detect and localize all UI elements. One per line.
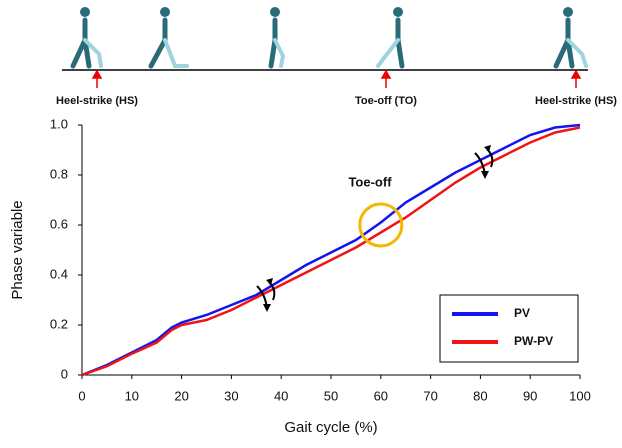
legend-label: PW-PV: [514, 334, 553, 348]
y-tick-label: 0: [61, 366, 68, 381]
y-tick-label: 0.2: [50, 316, 68, 331]
y-tick-label: 0.4: [50, 266, 68, 281]
gait-event: Toe-off (TO): [355, 95, 417, 107]
y-tick-label: 0.6: [50, 216, 68, 231]
x-tick-label: 0: [78, 388, 85, 403]
x-tick-label: 50: [324, 388, 338, 403]
x-tick-label: 10: [125, 388, 139, 403]
x-tick-label: 20: [174, 388, 188, 403]
y-axis-label: Phase variable: [9, 200, 26, 299]
gait-figures: [62, 7, 588, 88]
rotation-arrow-head: [481, 145, 491, 179]
y-tick-label: 1.0: [50, 116, 68, 131]
annotation: Toe-off: [348, 174, 392, 189]
series-line: [81, 123, 581, 377]
gait-event: Heel-strike (HS): [56, 95, 138, 107]
x-axis-label: Gait cycle (%): [284, 419, 377, 436]
gait-event: Heel-strike (HS): [535, 95, 617, 107]
x-tick-label: 60: [374, 388, 388, 403]
annotation-circle: [358, 202, 404, 248]
x-tick-label: 80: [473, 388, 487, 403]
x-tick-label: 70: [423, 388, 437, 403]
x-tick-label: 30: [224, 388, 238, 403]
x-tick-label: 100: [569, 388, 591, 403]
y-tick-label: 0.8: [50, 166, 68, 181]
rotation-arrow-head: [263, 278, 273, 312]
legend-box: [439, 294, 579, 363]
x-tick-label: 40: [274, 388, 288, 403]
legend-label: PV: [514, 306, 530, 320]
x-tick-label: 90: [523, 388, 537, 403]
